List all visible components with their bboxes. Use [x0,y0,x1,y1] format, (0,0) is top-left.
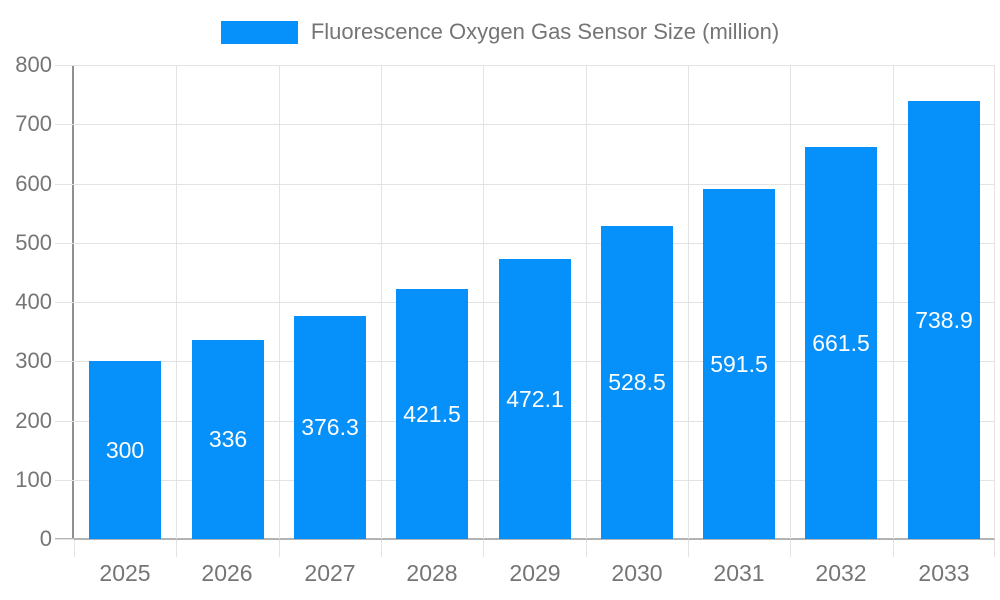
bar: 661.5 [805,147,877,539]
x-tick-mark [688,540,689,557]
bar-value-label: 738.9 [915,306,973,333]
plot-area: 300 336 376.3 421.5 472.1 528.5 591.5 661.5 738.… [74,65,995,539]
y-tick-mark [55,420,74,422]
y-tick-label: 100 [15,466,52,492]
v-gridline [176,65,177,539]
x-tick-mark [74,540,75,557]
bar-value-label: 421.5 [403,400,461,427]
y-tick-mark [55,539,74,540]
y-tick-mark [55,479,74,481]
x-tick-label: 2028 [406,560,458,586]
x-tick-mark [381,540,382,557]
bar: 591.5 [703,189,775,539]
x-tick-label: 2031 [713,560,765,586]
legend-swatch [220,20,298,44]
x-tick-mark [483,540,484,557]
v-gridline [483,65,484,539]
x-axis-line [55,538,995,540]
y-tick-mark [55,65,74,66]
x-tick-label: 2032 [815,560,867,586]
x-tick-mark [279,540,280,557]
legend-label: Fluorescence Oxygen Gas Sensor Size (mil… [310,19,780,44]
x-tick-mark [994,540,995,557]
y-tick-mark [55,183,74,185]
y-tick-mark [55,242,74,244]
bar: 421.5 [396,289,468,539]
bar-value-label: 300 [105,436,145,463]
x-tick-label: 2027 [304,560,356,586]
bar: 376.3 [294,316,366,539]
h-gridline [74,242,995,244]
y-tick-mark [55,124,74,126]
v-gridline [893,65,894,539]
bar-value-label: 376.3 [301,414,359,440]
x-tick-label: 2033 [918,560,970,586]
y-tick-mark [55,361,74,363]
bar-value-label: 591.5 [710,350,768,377]
y-tick-label: 800 [15,52,52,77]
y-tick-label: 0 [39,526,52,551]
bar: 528.5 [601,226,673,539]
y-tick-mark [55,302,74,303]
y-tick-label: 700 [15,111,52,137]
x-tick-mark [790,540,791,557]
x-tick-label: 2029 [509,560,561,586]
h-gridline [74,124,995,126]
v-gridline [279,65,280,539]
v-gridline [790,65,791,539]
v-gridline [381,65,382,539]
y-tick-label: 400 [15,289,52,314]
bar-value-label: 528.5 [608,369,666,395]
bar-value-label: 472.1 [506,385,564,412]
y-tick-label: 500 [15,229,52,255]
x-tick-mark [586,540,587,557]
v-gridline [688,65,689,539]
h-gridline [74,183,995,185]
x-tick-label: 2030 [611,560,663,586]
legend: Fluorescence Oxygen Gas Sensor Size (mil… [0,19,1000,45]
h-gridline [74,65,995,66]
bar: 472.1 [499,259,571,539]
v-gridline [586,65,587,539]
bar: 738.9 [908,101,980,539]
x-tick-mark [893,540,894,557]
v-gridline [994,65,995,539]
bar: 336 [192,340,264,539]
y-tick-label: 200 [15,407,52,433]
y-tick-label: 300 [15,348,52,374]
bar-value-label: 661.5 [812,329,870,356]
x-tick-mark [176,540,177,557]
bar-value-label: 336 [208,426,248,452]
bar: 300 [89,361,161,539]
x-tick-label: 2025 [99,560,151,586]
x-tick-label: 2026 [201,560,253,586]
y-tick-label: 600 [15,170,52,196]
